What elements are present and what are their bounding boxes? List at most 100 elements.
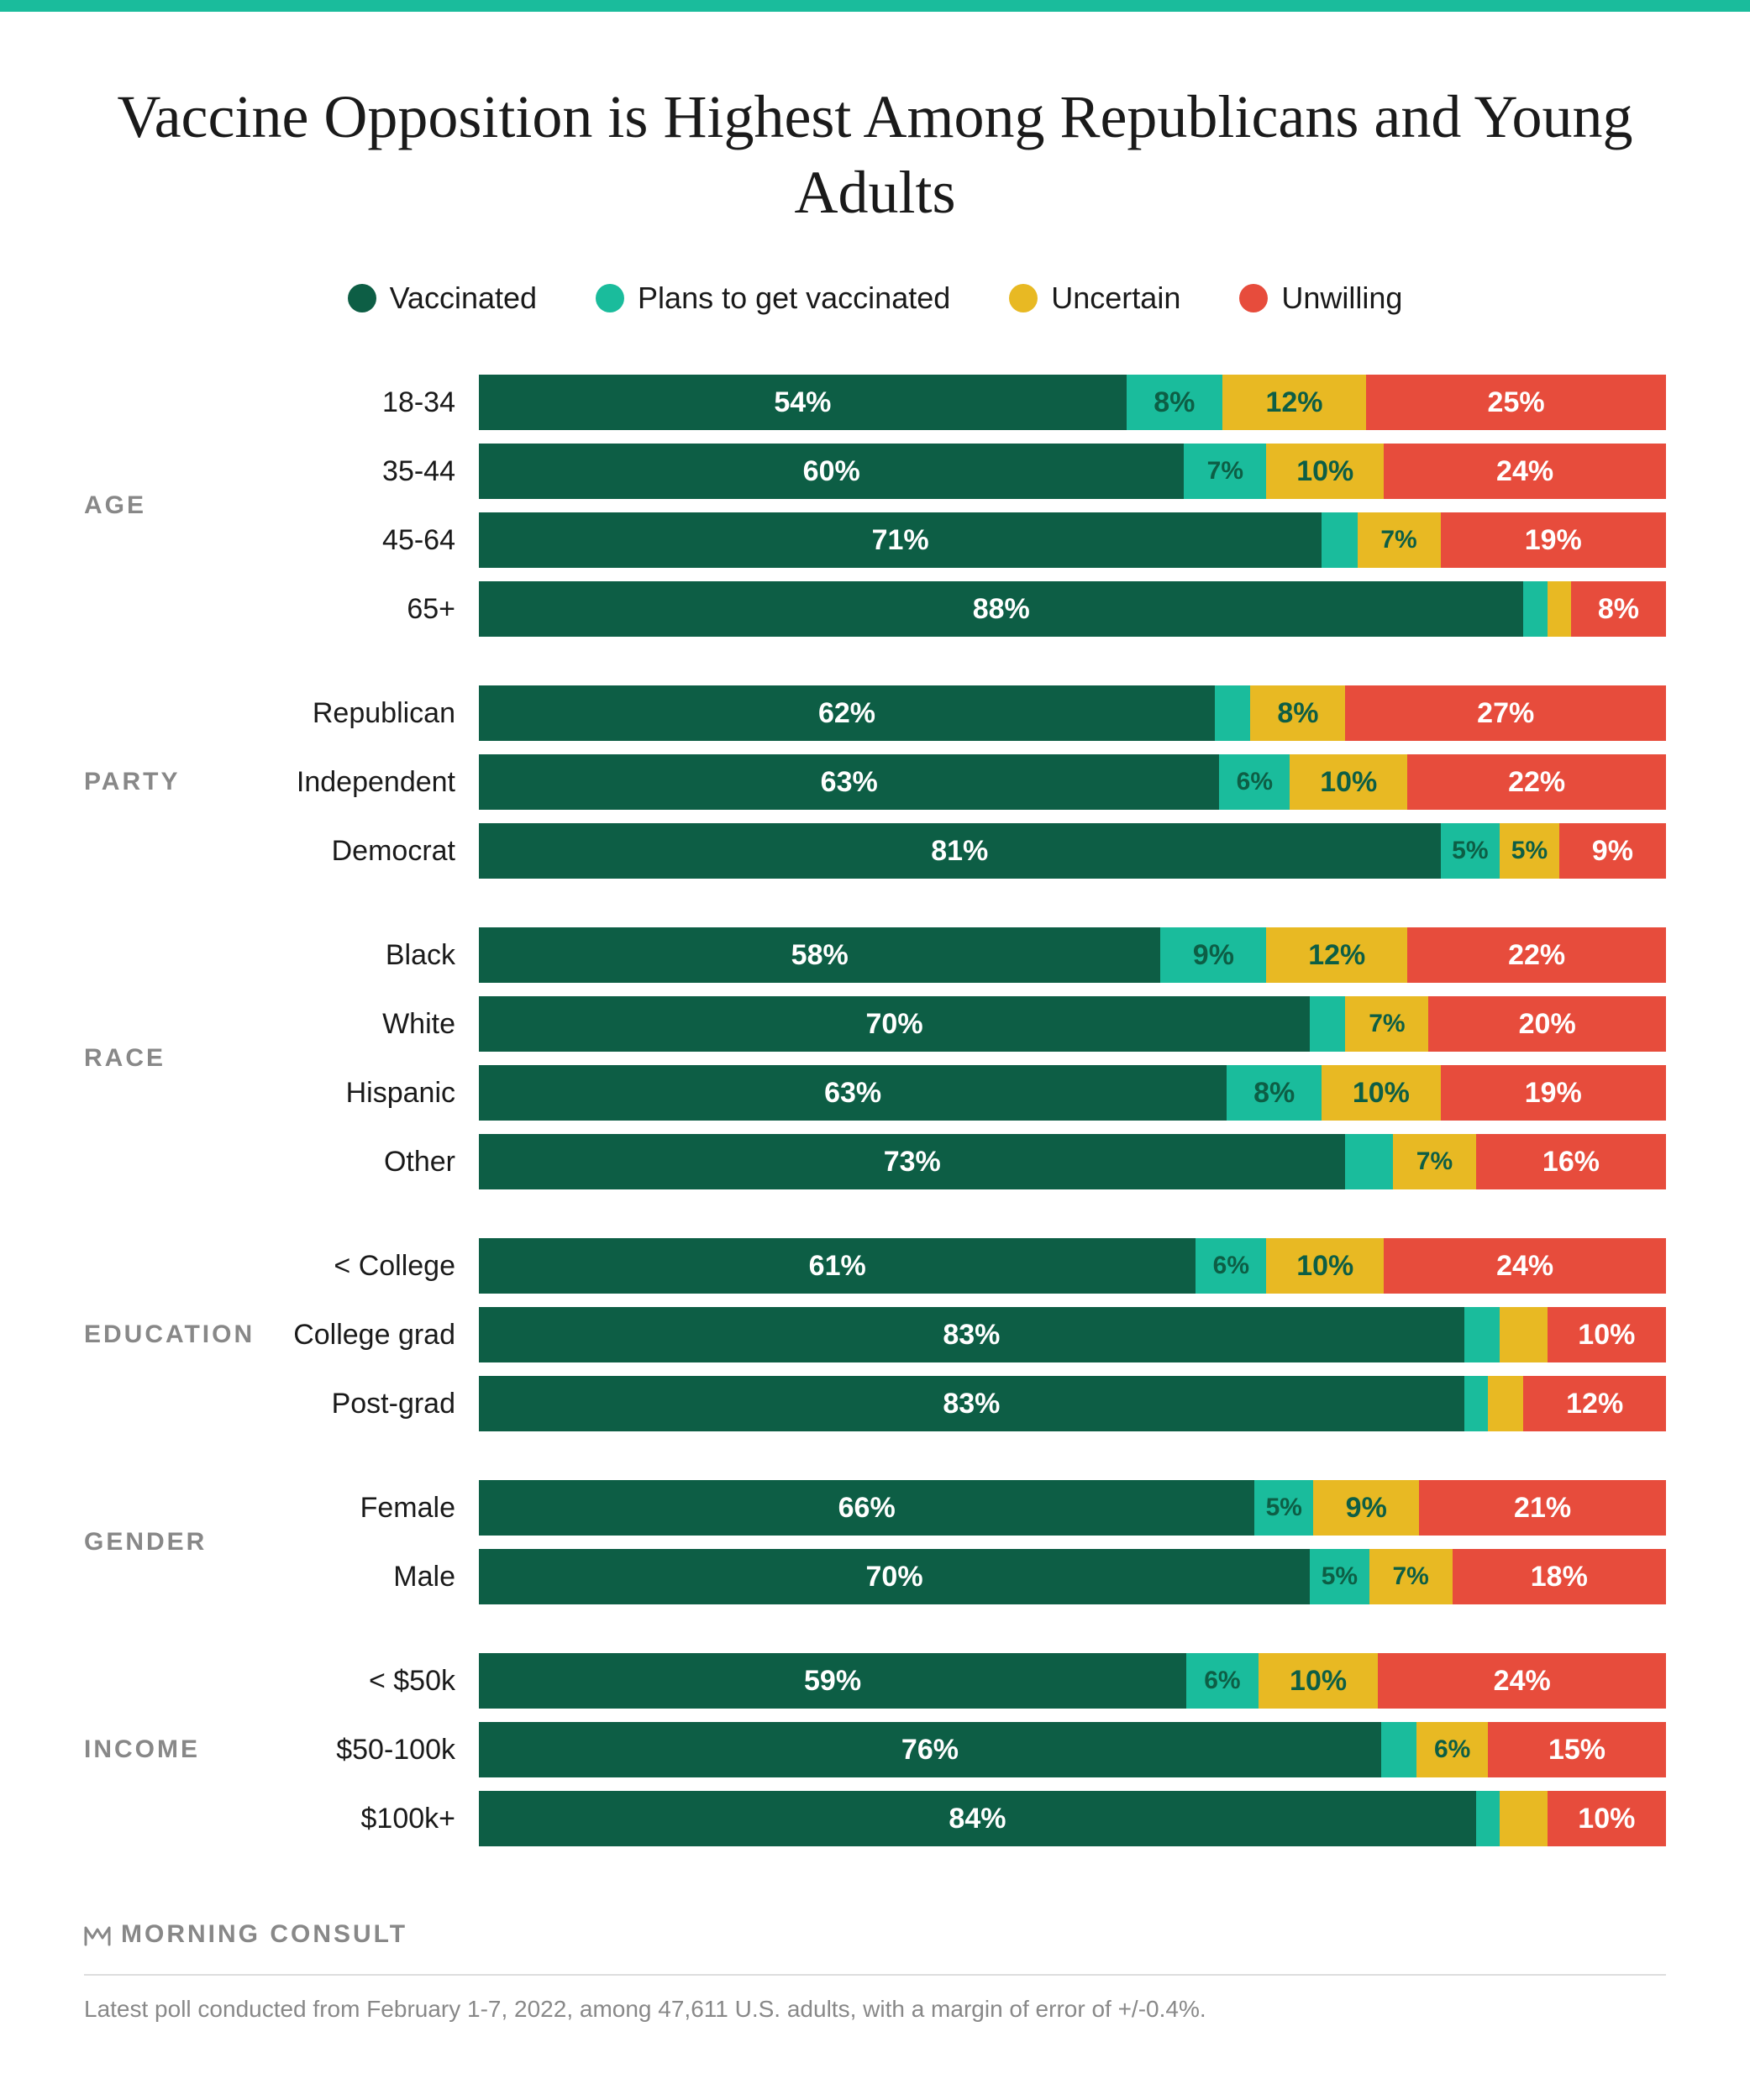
bar-segment-unwilling: 22% (1407, 754, 1666, 810)
legend-item: Unwilling (1239, 281, 1402, 316)
bar-segment-vaccinated: 63% (479, 754, 1219, 810)
bar-segment-plans: 8% (1127, 375, 1222, 430)
bar-segment-vaccinated: 83% (479, 1376, 1464, 1431)
group-label: PARTY (84, 768, 269, 796)
bar-segment-plans: 5% (1441, 823, 1500, 879)
bar-segment-unwilling: 10% (1548, 1791, 1666, 1846)
row-label: Hispanic (269, 1077, 479, 1110)
bar-segment-vaccinated: 66% (479, 1480, 1254, 1536)
chart-group: PARTYRepublican62%8%27%Independent63%6%1… (84, 685, 1666, 879)
bar-segment-unwilling: 24% (1384, 444, 1666, 499)
group-label: RACE (84, 1044, 269, 1073)
bar-segment-uncertain (1500, 1307, 1548, 1362)
bar-segment-vaccinated: 60% (479, 444, 1184, 499)
row-label: Republican (269, 697, 479, 730)
bar-segment-uncertain: 10% (1266, 444, 1384, 499)
stacked-bar: 66%5%9%21% (479, 1480, 1666, 1536)
stacked-bar: 73%7%16% (479, 1134, 1666, 1189)
bar-segment-uncertain: 6% (1416, 1722, 1488, 1777)
bar-segment-plans: 8% (1227, 1065, 1322, 1121)
bar-segment-uncertain (1548, 581, 1571, 637)
bar-segment-vaccinated: 59% (479, 1653, 1186, 1709)
chart-row: 65+88% 8% (269, 581, 1666, 637)
bar-segment-plans: 6% (1196, 1238, 1266, 1294)
bar-segment-vaccinated: 81% (479, 823, 1441, 879)
row-label: 45-64 (269, 524, 479, 557)
bar-segment-uncertain (1488, 1376, 1523, 1431)
bar-segment-vaccinated: 88% (479, 581, 1523, 637)
stacked-bar: 62%8%27% (479, 685, 1666, 741)
bar-segment-unwilling: 22% (1407, 927, 1666, 983)
stacked-bar: 54%8%12%25% (479, 375, 1666, 430)
chart-row: Female66%5%9%21% (269, 1480, 1666, 1536)
chart-container: Vaccine Opposition is Highest Among Repu… (0, 12, 1750, 2065)
bar-segment-uncertain: 9% (1313, 1480, 1419, 1536)
chart-row: < College61%6%10%24% (269, 1238, 1666, 1294)
chart-group: AGE18-3454%8%12%25%35-4460%7%10%24%45-64… (84, 375, 1666, 637)
chart-row: Post-grad83% 12% (269, 1376, 1666, 1431)
bar-segment-plans (1476, 1791, 1500, 1846)
chart-row: $100k+84%10% (269, 1791, 1666, 1846)
bar-segment-vaccinated: 73% (479, 1134, 1345, 1189)
legend-item: Uncertain (1009, 281, 1180, 316)
bar-segment-plans: 6% (1219, 754, 1290, 810)
legend-marker (348, 284, 376, 312)
chart-group: RACEBlack58%9%12%22%White70%7%20%Hispani… (84, 927, 1666, 1189)
row-label: 65+ (269, 593, 479, 626)
chart-row: Male70%5%7%18% (269, 1549, 1666, 1604)
bar-segment-unwilling: 21% (1419, 1480, 1666, 1536)
bar-segment-vaccinated: 62% (479, 685, 1215, 741)
group-rows: Republican62%8%27%Independent63%6%10%22%… (269, 685, 1666, 879)
bar-segment-plans (1464, 1307, 1500, 1362)
row-label: $50-100k (269, 1734, 479, 1767)
group-label: INCOME (84, 1735, 269, 1764)
legend-label: Unwilling (1281, 281, 1402, 316)
row-label: Post-grad (269, 1388, 479, 1420)
group-label: EDUCATION (84, 1320, 269, 1349)
stacked-bar: 63%8%10%19% (479, 1065, 1666, 1121)
bar-segment-uncertain: 10% (1322, 1065, 1440, 1121)
bar-segment-uncertain: 8% (1250, 685, 1345, 741)
bar-segment-plans: 5% (1310, 1549, 1369, 1604)
bar-segment-plans (1464, 1376, 1488, 1431)
chart-row: Republican62%8%27% (269, 685, 1666, 741)
group-label: GENDER (84, 1528, 269, 1557)
chart-row: College grad83%10% (269, 1307, 1666, 1362)
bar-segment-vaccinated: 54% (479, 375, 1127, 430)
bar-segment-vaccinated: 83% (479, 1307, 1464, 1362)
stacked-bar: 70%5%7%18% (479, 1549, 1666, 1604)
bar-segment-plans: 9% (1160, 927, 1266, 983)
brand-logo: MORNING CONSULT (84, 1920, 1666, 1949)
group-rows: Black58%9%12%22%White70%7%20%Hispanic63%… (269, 927, 1666, 1189)
group-rows: 18-3454%8%12%25%35-4460%7%10%24%45-6471%… (269, 375, 1666, 637)
bar-segment-plans (1345, 1134, 1393, 1189)
row-label: Democrat (269, 835, 479, 868)
stacked-bar: 83% 12% (479, 1376, 1666, 1431)
footer-note: Latest poll conducted from February 1-7,… (84, 1996, 1666, 2023)
bar-segment-uncertain (1500, 1791, 1548, 1846)
legend-marker (1239, 284, 1268, 312)
bar-segment-unwilling: 19% (1441, 1065, 1666, 1121)
chart-area: AGE18-3454%8%12%25%35-4460%7%10%24%45-64… (84, 375, 1666, 1846)
bar-segment-unwilling: 18% (1453, 1549, 1666, 1604)
row-label: College grad (269, 1319, 479, 1352)
bar-segment-unwilling: 8% (1571, 581, 1666, 637)
bar-segment-vaccinated: 63% (479, 1065, 1227, 1121)
legend: Vaccinated Plans to get vaccinated Uncerta… (84, 281, 1666, 316)
brand-text: MORNING CONSULT (121, 1920, 407, 1949)
group-rows: Female66%5%9%21% Male70%5%7%18% (269, 1480, 1666, 1604)
legend-marker (1009, 284, 1038, 312)
bar-segment-unwilling: 12% (1523, 1376, 1666, 1431)
top-accent-bar (0, 0, 1750, 12)
stacked-bar: 83%10% (479, 1307, 1666, 1362)
row-label: Male (269, 1561, 479, 1593)
stacked-bar: 60%7%10%24% (479, 444, 1666, 499)
stacked-bar: 70%7%20% (479, 996, 1666, 1052)
legend-label: Vaccinated (390, 281, 537, 316)
bar-segment-plans (1215, 685, 1250, 741)
stacked-bar: 61%6%10%24% (479, 1238, 1666, 1294)
bar-segment-unwilling: 24% (1378, 1653, 1666, 1709)
bar-segment-uncertain: 5% (1500, 823, 1559, 879)
stacked-bar: 71%7%19% (479, 512, 1666, 568)
legend-label: Plans to get vaccinated (638, 281, 950, 316)
